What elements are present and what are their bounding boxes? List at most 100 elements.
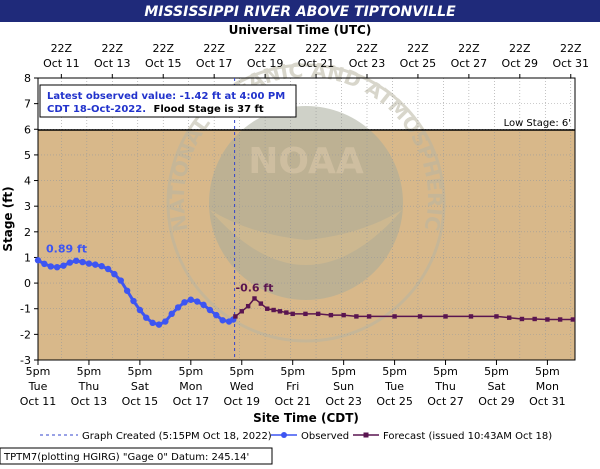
bottom-tick-label: 5pm [433, 365, 458, 378]
y-tick-label: 1 [24, 251, 31, 264]
watermark-gull-icon [210, 210, 402, 265]
forecast-point [557, 317, 563, 322]
bottom-axis: 5pm Tue Oct 11 5pm Thu Oct 13 5pm Sat Oct 15 5pm M… [20, 360, 566, 408]
observed-start-label: 0.89 ft [46, 242, 87, 255]
legend-forecast-label: Forecast (issued 10:43AM Oct 18) [383, 431, 552, 442]
legend: Graph Created (5:15PM Oct 18, 2022) Obse… [40, 431, 552, 442]
top-tick-label-time: 22Z [560, 42, 582, 55]
bottom-tick-label: Sat [487, 380, 506, 393]
forecast-point [233, 314, 238, 319]
series-group: 0.89 ft -0.6 ft [34, 242, 576, 328]
top-axis: 22Z Oct 11 22Z Oct 13 22Z Oct 15 22Z Oct 17 22Z O… [43, 42, 589, 78]
bottom-tick-label: Oct 15 [122, 395, 159, 408]
title-bar [0, 0, 600, 22]
bottom-tick-label: Oct 17 [173, 395, 210, 408]
latest-value-line1: Latest observed value: -1.42 ft at 4:00 … [47, 91, 285, 102]
observed-point [53, 263, 61, 271]
legend-forecast-marker [363, 432, 369, 438]
y-axis-title: Stage (ft) [1, 186, 15, 251]
observed-point [111, 270, 118, 278]
observed-point [155, 321, 163, 328]
bottom-tick-label: Oct 13 [71, 395, 108, 408]
bottom-tick-label: Sat [131, 380, 150, 393]
observed-point [168, 310, 175, 318]
observed-point [162, 318, 169, 325]
top-tick-label-date: Oct 31 [552, 57, 589, 70]
top-tick-label-date: Oct 19 [247, 57, 284, 70]
y-tick-label: 3 [24, 200, 31, 213]
bottom-tick-label: 5pm [77, 365, 102, 378]
observed-point [85, 260, 93, 267]
top-tick-label-date: Oct 27 [451, 57, 488, 70]
bottom-tick-label: 5pm [26, 365, 51, 378]
bottom-tick-label: Thu [78, 380, 100, 393]
top-tick-label-date: Oct 21 [298, 57, 335, 70]
observed-point [117, 277, 124, 284]
forecast-point [284, 310, 289, 315]
flood-stage-text: Flood Stage is 37 ft [153, 104, 263, 115]
observed-point [92, 261, 99, 268]
bottom-tick-label: Sun [333, 380, 354, 393]
y-axis: -3 -2 -1 0 1 2 3 4 5 6 7 8 [20, 72, 38, 367]
legend-observed-marker [281, 432, 287, 438]
observed-point [174, 304, 182, 311]
bottom-tick-label: Oct 21 [274, 395, 311, 408]
top-tick-label-time: 22Z [509, 42, 531, 55]
top-tick-label-time: 22Z [51, 42, 73, 55]
y-tick-label: 0 [24, 277, 31, 290]
latest-value-box [39, 84, 297, 118]
forecast-point [532, 316, 537, 322]
forecast-point [277, 309, 283, 314]
bottom-tick-label: Oct 19 [224, 395, 261, 408]
chart-title: MISSISSIPPI RIVER ABOVE TIPTONVILLE [144, 4, 456, 20]
observed-point [34, 257, 42, 264]
forecast-point [354, 314, 359, 319]
bottom-tick-label: 5pm [382, 365, 407, 378]
observed-point [143, 314, 150, 321]
top-axis-title: Universal Time (UTC) [229, 23, 372, 37]
bottom-tick-label: 5pm [280, 365, 305, 378]
forecast-point [443, 314, 448, 319]
observed-point [187, 296, 195, 303]
observed-point [66, 259, 74, 266]
top-tick-label-time: 22Z [152, 42, 174, 55]
forecast-crest-label: -0.6 ft [236, 281, 274, 294]
bottom-tick-label: Fri [286, 380, 299, 393]
observed-point [130, 297, 137, 305]
bottom-tick-label: 5pm [331, 365, 356, 378]
observed-point [206, 306, 214, 314]
forecast-point [290, 311, 295, 317]
bottom-axis-title: Site Time (CDT) [253, 411, 359, 425]
y-tick-label: 7 [24, 98, 31, 111]
forecast-point [239, 309, 244, 314]
bottom-tick-label: 5pm [128, 365, 153, 378]
observed-point [73, 257, 80, 264]
bottom-tick-label: Oct 23 [325, 395, 362, 408]
forecast-point [468, 314, 474, 319]
bottom-tick-label: 5pm [484, 365, 509, 378]
bottom-tick-label: Oct 27 [427, 395, 464, 408]
forecast-point [392, 314, 397, 319]
bottom-tick-label: Oct 25 [376, 395, 413, 408]
observed-point [193, 298, 201, 305]
bottom-tick-label: Tue [384, 380, 404, 393]
top-tick-label-time: 22Z [203, 42, 225, 55]
top-tick-label-time: 22Z [102, 42, 124, 55]
observed-point [123, 287, 131, 294]
plot-frame [37, 77, 576, 361]
top-tick-label-time: 22Z [305, 42, 327, 55]
bottom-tick-label: Mon [179, 380, 202, 393]
y-tick-label: 5 [24, 149, 31, 162]
bottom-tick-label: 5pm [535, 365, 560, 378]
latest-value-line2: CDT 18-Oct-2022. Flood Stage is 37 ft [47, 104, 264, 115]
observed-point [79, 258, 86, 266]
observed-point [219, 317, 226, 324]
bottom-tick-label: Oct 29 [478, 395, 515, 408]
top-tick-label-date: Oct 25 [400, 57, 437, 70]
observed-point [213, 311, 220, 319]
top-tick-label-date: Oct 11 [43, 57, 80, 70]
bottom-tick-label: Thu [434, 380, 456, 393]
bottom-tick-label: Wed [230, 380, 254, 393]
bottom-tick-label: Tue [28, 380, 48, 393]
